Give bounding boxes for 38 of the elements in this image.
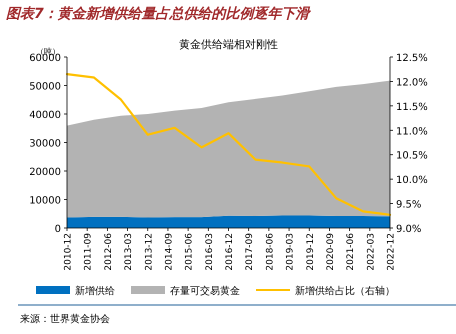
y2-tick-label: 12.0% <box>396 77 428 88</box>
x-tick-label: 2022-03 <box>366 233 376 271</box>
y2-tick-label: 12.5% <box>396 53 428 64</box>
y-tick-label: 0 <box>54 224 61 235</box>
y2-tick-label: 9.0% <box>396 224 422 235</box>
legend-label: 新增供给 <box>75 285 115 297</box>
x-tick-label: 2010-12 <box>64 233 74 271</box>
x-tick-label: 2021-06 <box>346 232 356 271</box>
y2-tick-label: 9.5% <box>396 200 422 211</box>
y-tick-label: 10000 <box>29 196 61 206</box>
x-tick-label: 2013-12 <box>144 233 154 271</box>
y2-tick-label: 11.5% <box>396 102 428 113</box>
x-tick-label: 2014-09 <box>164 232 174 271</box>
legend-label: 存量可交易黄金 <box>170 285 240 297</box>
y2-tick-label: 10.0% <box>396 175 428 186</box>
y-tick-label: 60000 <box>29 53 61 64</box>
chart-subtitle: 黄金供给端相对刚性 <box>179 38 278 51</box>
x-tick-label: 2011-09 <box>84 232 94 271</box>
x-tick-label: 2022-12 <box>386 233 396 271</box>
chart-title: 图表7：黄金新增供给量占总供给的比例逐年下滑 <box>6 5 312 22</box>
source-note: 来源：世界黄金协会 <box>20 313 110 325</box>
y-tick-label: 50000 <box>29 82 61 92</box>
legend-label: 新增供给占比（右轴） <box>295 285 395 297</box>
y2-tick-label: 11.0% <box>396 126 428 138</box>
y-tick-label: 40000 <box>29 110 61 121</box>
x-tick-label: 2020-09 <box>326 232 336 271</box>
x-tick-label: 2019-03 <box>286 233 296 271</box>
y-tick-label: 30000 <box>29 138 61 150</box>
x-tick-label: 2016-12 <box>225 233 235 271</box>
y2-tick-label: 10.5% <box>396 150 428 162</box>
x-tick-label: 2012-06 <box>104 232 114 271</box>
x-tick-label: 2013-03 <box>124 233 134 271</box>
x-tick-label: 2018-06 <box>265 232 276 271</box>
x-tick-label: 2017-09 <box>245 232 256 271</box>
x-tick-label: 2016-03 <box>204 233 215 271</box>
x-tick-label: 2019-12 <box>306 233 316 271</box>
y-tick-label: 20000 <box>29 167 61 178</box>
x-tick-label: 2015-06 <box>184 232 195 271</box>
